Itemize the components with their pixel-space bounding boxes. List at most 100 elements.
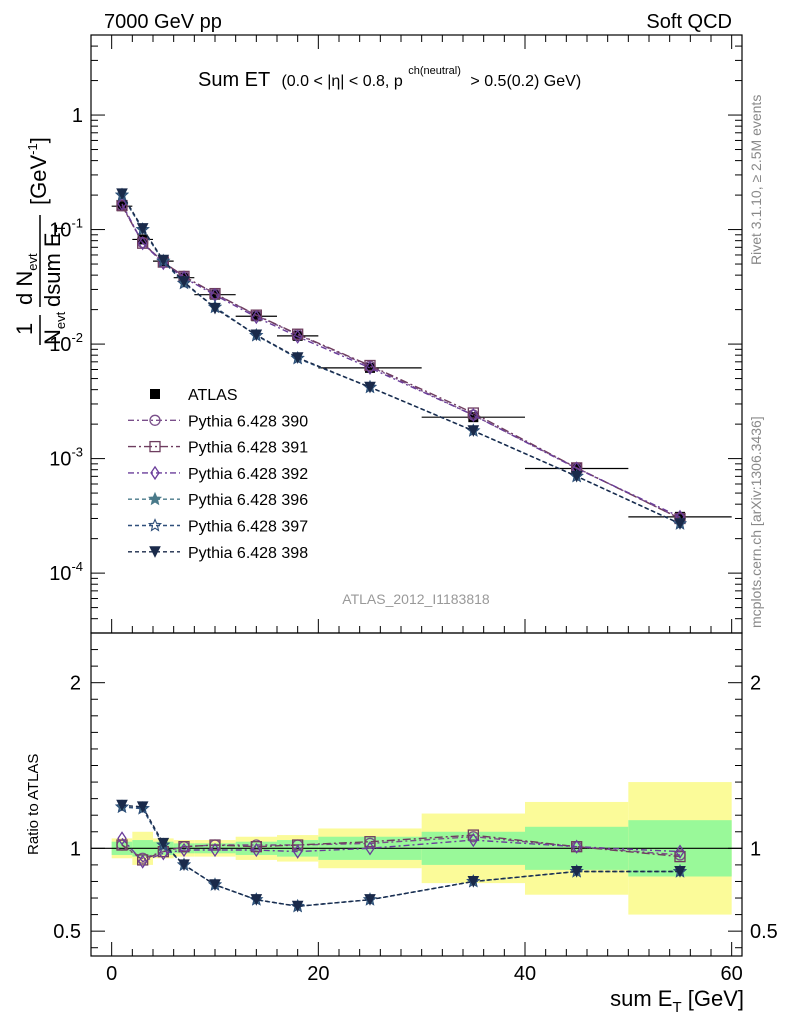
point-c392 xyxy=(292,329,303,344)
chart-title-sup: ch(neutral) xyxy=(408,65,461,77)
ratio-point-c398 xyxy=(364,894,376,906)
ratio-point-c392 xyxy=(571,839,582,854)
ratio-point-c392 xyxy=(210,842,220,858)
point-c392 xyxy=(251,309,262,325)
y-tick-label: 10-3 xyxy=(49,445,83,471)
ratio-point-c391 xyxy=(674,850,686,863)
main-ylabel-dn: d Nevt xyxy=(12,253,40,305)
point-c392 xyxy=(137,236,148,251)
ratio-y-tick-label: 2 xyxy=(70,673,81,695)
legend-label: Pythia 6.428 397 xyxy=(188,519,308,536)
ratio-point-c392 xyxy=(179,842,189,858)
legend-label: Pythia 6.428 396 xyxy=(188,492,308,509)
ratio-point-c398 xyxy=(250,894,263,906)
chart-title: Sum ET (0.0 < |η| < 0.8, p ch(neutral) >… xyxy=(198,57,581,91)
point-c392 xyxy=(365,360,375,376)
ratio-point-c392 xyxy=(117,831,127,846)
ratio-line-c392 xyxy=(121,837,681,863)
atlas-point xyxy=(137,234,148,245)
point-c398 xyxy=(136,223,149,235)
atlas-point xyxy=(210,289,220,300)
ratio-y-tick-label-right: 2 xyxy=(750,673,761,695)
header-right: Soft QCD xyxy=(646,11,732,33)
atlas-point xyxy=(292,330,303,341)
x-tick-label: 20 xyxy=(307,963,329,985)
main-ylabel-unit: [GeV-1] xyxy=(25,137,51,205)
point-c398 xyxy=(209,302,221,315)
ratio-point-c391 xyxy=(364,836,376,848)
legend-marker-atlas xyxy=(150,389,160,399)
ratio-point-c392 xyxy=(675,844,685,859)
ratio-point-c392 xyxy=(292,844,303,859)
legend-marker-c397 xyxy=(147,518,163,532)
ratio-point-c398 xyxy=(116,799,128,812)
point-c398 xyxy=(157,254,170,267)
point-c398 xyxy=(467,425,480,437)
x-axis-label: sum ET [GeV] xyxy=(610,986,744,1016)
atlas-point xyxy=(365,362,375,373)
legend-marker-c398 xyxy=(149,546,161,558)
chart-title-suffix: (0.0 < |η| < 0.8, p xyxy=(281,73,402,90)
ratio-point-c391 xyxy=(116,839,128,851)
ratio-point-c391 xyxy=(178,841,190,853)
main-ylabel-nevt: Nevt xyxy=(40,311,68,345)
side-label-top: Rivet 3.1.10, ≥ 2.5M events xyxy=(748,95,764,265)
ratio-point-c391 xyxy=(209,839,221,851)
point-c398 xyxy=(364,381,376,394)
legend-marker-c392 xyxy=(150,465,160,481)
point-c391 xyxy=(292,328,304,340)
legend-label: ATLAS xyxy=(188,387,238,404)
series-line-c392 xyxy=(121,203,681,518)
x-tick-label: 60 xyxy=(721,963,743,985)
point-c392 xyxy=(468,407,479,423)
y-tick-label: 10-1 xyxy=(49,216,83,242)
legend-marker-c390 xyxy=(149,414,161,426)
point-c398 xyxy=(116,188,128,200)
legend-label: Pythia 6.428 398 xyxy=(188,545,308,562)
ratio-point-c391 xyxy=(292,839,304,851)
main-ylabel-one: 1 xyxy=(12,323,37,335)
point-c398 xyxy=(178,276,190,288)
ratio-point-c398 xyxy=(570,866,583,878)
legend-label: Pythia 6.428 392 xyxy=(188,466,308,483)
atlas-point xyxy=(251,311,262,322)
point-c398 xyxy=(291,352,304,364)
legend-label: Pythia 6.428 391 xyxy=(188,440,308,457)
main-ylabel: 1 Nevt d Nevt dsum ET [GeV-1] xyxy=(12,137,68,345)
chart-title-end: > 0.5(0.2) GeV) xyxy=(470,73,581,90)
ratio-point-c398 xyxy=(157,837,170,850)
point-c398 xyxy=(250,329,263,342)
ratio-point-c392 xyxy=(158,846,169,861)
legend-label: Pythia 6.428 390 xyxy=(188,413,308,430)
x-tick-label: 0 xyxy=(106,963,117,985)
side-label-bottom: mcplots.cern.ch [arXiv:1306.3436] xyxy=(748,416,764,628)
header-left: 7000 GeV pp xyxy=(104,11,222,33)
ratio-point-c398 xyxy=(209,879,221,891)
ratio-panel: 0.5 0.51 12 20 20 40 60 xyxy=(53,632,778,985)
ratio-y-tick-label: 0.5 xyxy=(53,921,81,943)
y-tick-label: 1 xyxy=(72,105,83,127)
atlas-point xyxy=(468,412,479,423)
ratio-point-c398 xyxy=(674,866,686,878)
ratio-point-c391 xyxy=(250,841,262,853)
legend-marker-c391 xyxy=(149,440,161,453)
ratio-point-c392 xyxy=(468,832,479,848)
point-c392 xyxy=(117,196,127,211)
ratio-point-c398 xyxy=(467,875,480,888)
ratio-frame xyxy=(90,632,743,957)
ratio-point-c398 xyxy=(178,859,190,872)
ratio-point-c392 xyxy=(365,841,375,856)
series-line-c391 xyxy=(121,205,681,520)
main-ylabel-dsum: dsum ET xyxy=(40,224,68,307)
x-tick-label: 40 xyxy=(514,963,536,985)
analysis-id: ATLAS_2012_I1183818 xyxy=(342,591,490,607)
point-c398 xyxy=(570,470,583,483)
ratio-point-c398 xyxy=(136,801,149,814)
main-frame xyxy=(90,34,743,634)
chart-title-main: Sum ET xyxy=(198,69,270,91)
ratio-point-c398 xyxy=(291,900,304,913)
ratio-line-c398 xyxy=(121,804,680,908)
y-tick-label: 10-2 xyxy=(49,330,83,356)
ratio-y-tick-label-right: 1 xyxy=(750,838,761,860)
